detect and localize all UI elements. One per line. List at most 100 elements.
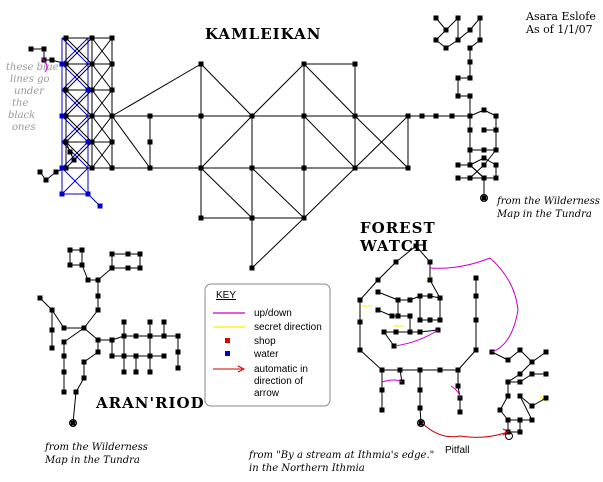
room: [529, 371, 535, 377]
room: [249, 165, 255, 171]
room: [70, 420, 76, 426]
updown-path: [429, 257, 519, 353]
secret-link: [539, 395, 547, 403]
room: [389, 313, 395, 319]
room-link: [51, 309, 65, 329]
room: [198, 165, 204, 171]
room: [137, 251, 143, 257]
room: [67, 149, 73, 155]
room: [63, 113, 69, 119]
room: [417, 367, 423, 373]
room-link: [91, 141, 113, 169]
room-link: [251, 167, 305, 219]
water-room: [59, 113, 65, 119]
room: [481, 195, 487, 201]
map-key: KEY up/down secret direction shop water …: [204, 283, 331, 407]
room: [375, 277, 381, 283]
room: [357, 297, 363, 303]
room: [417, 317, 423, 323]
room: [109, 113, 115, 119]
room: [529, 403, 535, 409]
room: [352, 165, 358, 171]
room: [543, 349, 549, 355]
room: [375, 307, 381, 313]
updown-path: [41, 57, 48, 73]
room: [41, 46, 47, 52]
room: [517, 417, 523, 423]
room: [357, 319, 363, 325]
room-link: [377, 291, 399, 301]
room: [433, 113, 439, 119]
room: [391, 343, 397, 349]
room: [417, 405, 423, 411]
room: [517, 379, 523, 385]
room: [53, 169, 59, 175]
updown-path: [394, 329, 439, 347]
key-shop-label: shop: [254, 336, 276, 347]
room: [481, 107, 487, 113]
room: [63, 165, 69, 171]
room: [395, 297, 401, 303]
entrance-note-west: Map in the Tundra: [44, 455, 140, 466]
room: [393, 259, 399, 265]
room: [89, 35, 95, 41]
room: [249, 265, 255, 271]
room: [89, 139, 95, 145]
room: [95, 307, 101, 313]
room: [81, 359, 87, 365]
entrance-note-east: Map in the Tundra: [496, 209, 592, 220]
room: [121, 333, 127, 339]
room: [67, 247, 73, 253]
water-room: [59, 191, 65, 197]
room: [89, 113, 95, 119]
room: [467, 59, 473, 65]
room: [109, 87, 115, 93]
key-auto-label: direction of: [254, 376, 303, 387]
room: [481, 147, 487, 153]
room: [493, 162, 499, 168]
room: [493, 147, 499, 153]
room: [505, 357, 511, 363]
room: [133, 353, 139, 359]
room: [85, 277, 91, 283]
room: [63, 139, 69, 145]
room: [418, 420, 424, 426]
room: [505, 393, 511, 399]
room: [375, 289, 381, 295]
room: [473, 275, 479, 281]
room: [467, 45, 473, 51]
room: [493, 113, 499, 119]
key-auto-label: automatic in: [254, 364, 308, 375]
room: [457, 409, 463, 415]
room-link: [429, 279, 441, 299]
room: [147, 165, 153, 171]
room: [109, 165, 115, 171]
room: [505, 417, 511, 423]
room: [543, 371, 549, 377]
room: [49, 307, 55, 313]
room: [81, 325, 87, 331]
room: [517, 429, 523, 435]
room-link: [91, 89, 113, 117]
room: [301, 113, 307, 119]
room: [419, 113, 425, 119]
room: [61, 353, 67, 359]
pitfall-label: Pitfall: [445, 445, 469, 456]
room-link: [91, 115, 113, 143]
room: [433, 15, 439, 21]
room: [133, 369, 139, 375]
room: [147, 319, 153, 325]
room: [89, 61, 95, 67]
key-auto-arrow: [213, 365, 246, 373]
room: [529, 417, 535, 423]
room: [517, 347, 523, 353]
room: [63, 87, 69, 93]
room: [67, 262, 73, 268]
room: [467, 175, 473, 181]
room-link: [251, 63, 305, 117]
room: [407, 329, 413, 335]
room: [427, 277, 433, 283]
room: [63, 35, 69, 41]
room: [71, 157, 77, 163]
entrance-marker: [480, 194, 488, 202]
